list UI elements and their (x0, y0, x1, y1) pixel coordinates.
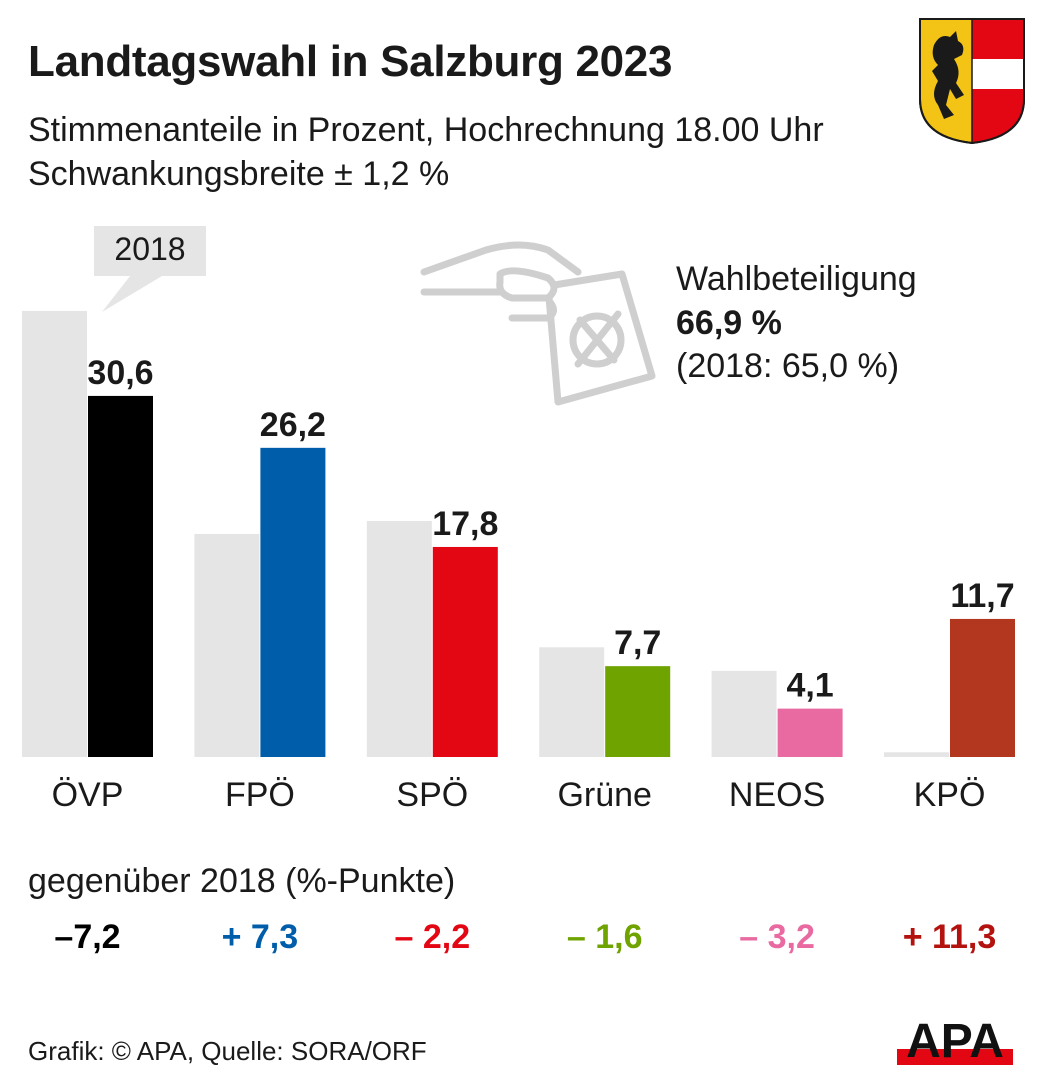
bar-2023-neos (777, 708, 843, 757)
value-label-spoe: 17,8 (432, 505, 498, 543)
bar-2018-spoe (366, 521, 432, 757)
category-label-spoe: SPÖ (396, 776, 468, 814)
bar-2023-gruene (605, 666, 671, 757)
value-label-neos: 4,1 (786, 667, 833, 705)
salzburg-crest-icon (919, 18, 1025, 145)
category-label-kpoe: KPÖ (914, 776, 986, 814)
apa-logo: APA (897, 1017, 1013, 1065)
turnout-value: 66,9 % (676, 304, 782, 342)
change-row: –7,2 + 7,3 – 2,2 – 1,6 – 3,2 + 11,3 (0, 912, 1039, 962)
value-label-kpoe: 11,7 (950, 577, 1014, 615)
bar-2018-oevp (22, 310, 87, 757)
bar-2018-fpoe (194, 533, 260, 757)
change-label-neos: – 3,2 (739, 918, 815, 956)
category-label-fpoe: FPÖ (225, 776, 295, 814)
source-credit: Grafik: © APA, Quelle: SORA/ORF (28, 1036, 427, 1066)
bar-2018-gruene (539, 647, 605, 757)
category-label-neos: NEOS (729, 776, 825, 814)
change-label-fpoe: + 7,3 (221, 918, 299, 956)
category-label-gruene: Grüne (557, 776, 652, 814)
change-heading: gegenüber 2018 (%-Punkte) (28, 862, 456, 900)
apa-logo-text: APA (906, 1017, 1004, 1065)
value-label-oevp: 30,6 (87, 354, 153, 392)
chart-title: Landtagswahl in Salzburg 2023 (28, 37, 673, 86)
bar-2023-oevp (88, 395, 153, 757)
subtitle-line-1: Stimmenanteile in Prozent, Hochrechnung … (28, 111, 824, 149)
bar-2023-spoe (432, 546, 498, 757)
chart-subtitle: Stimmenanteile in Prozent, Hochrechnung … (28, 108, 824, 196)
bar-2023-kpoe (950, 618, 1015, 757)
value-label-fpoe: 26,2 (260, 406, 326, 444)
callout-2018: 2018 (94, 226, 206, 312)
turnout-previous: (2018: 65,0 %) (676, 347, 900, 385)
bar-2023-fpoe (260, 447, 326, 757)
callout-2018-label: 2018 (114, 231, 185, 267)
change-label-kpoe: + 11,3 (902, 918, 997, 956)
ballot-hand-icon (420, 241, 656, 406)
value-label-gruene: 7,7 (614, 624, 661, 662)
subtitle-line-2: Schwankungsbreite ± 1,2 % (28, 155, 450, 193)
turnout-label: Wahlbeteiligung (676, 260, 917, 298)
category-label-oevp: ÖVP (52, 776, 124, 814)
bar-2018-neos (711, 670, 777, 757)
bar-chart: 2018 30,6 ÖVP 26,2 FPÖ 17,8 SPÖ 7,7 Grüne 4,1 NEO… (22, 226, 1015, 814)
change-label-spoe: – 2,2 (394, 918, 471, 956)
change-label-oevp: –7,2 (54, 918, 121, 956)
change-label-gruene: – 1,6 (566, 918, 643, 956)
bar-2018-kpoe (884, 752, 949, 757)
